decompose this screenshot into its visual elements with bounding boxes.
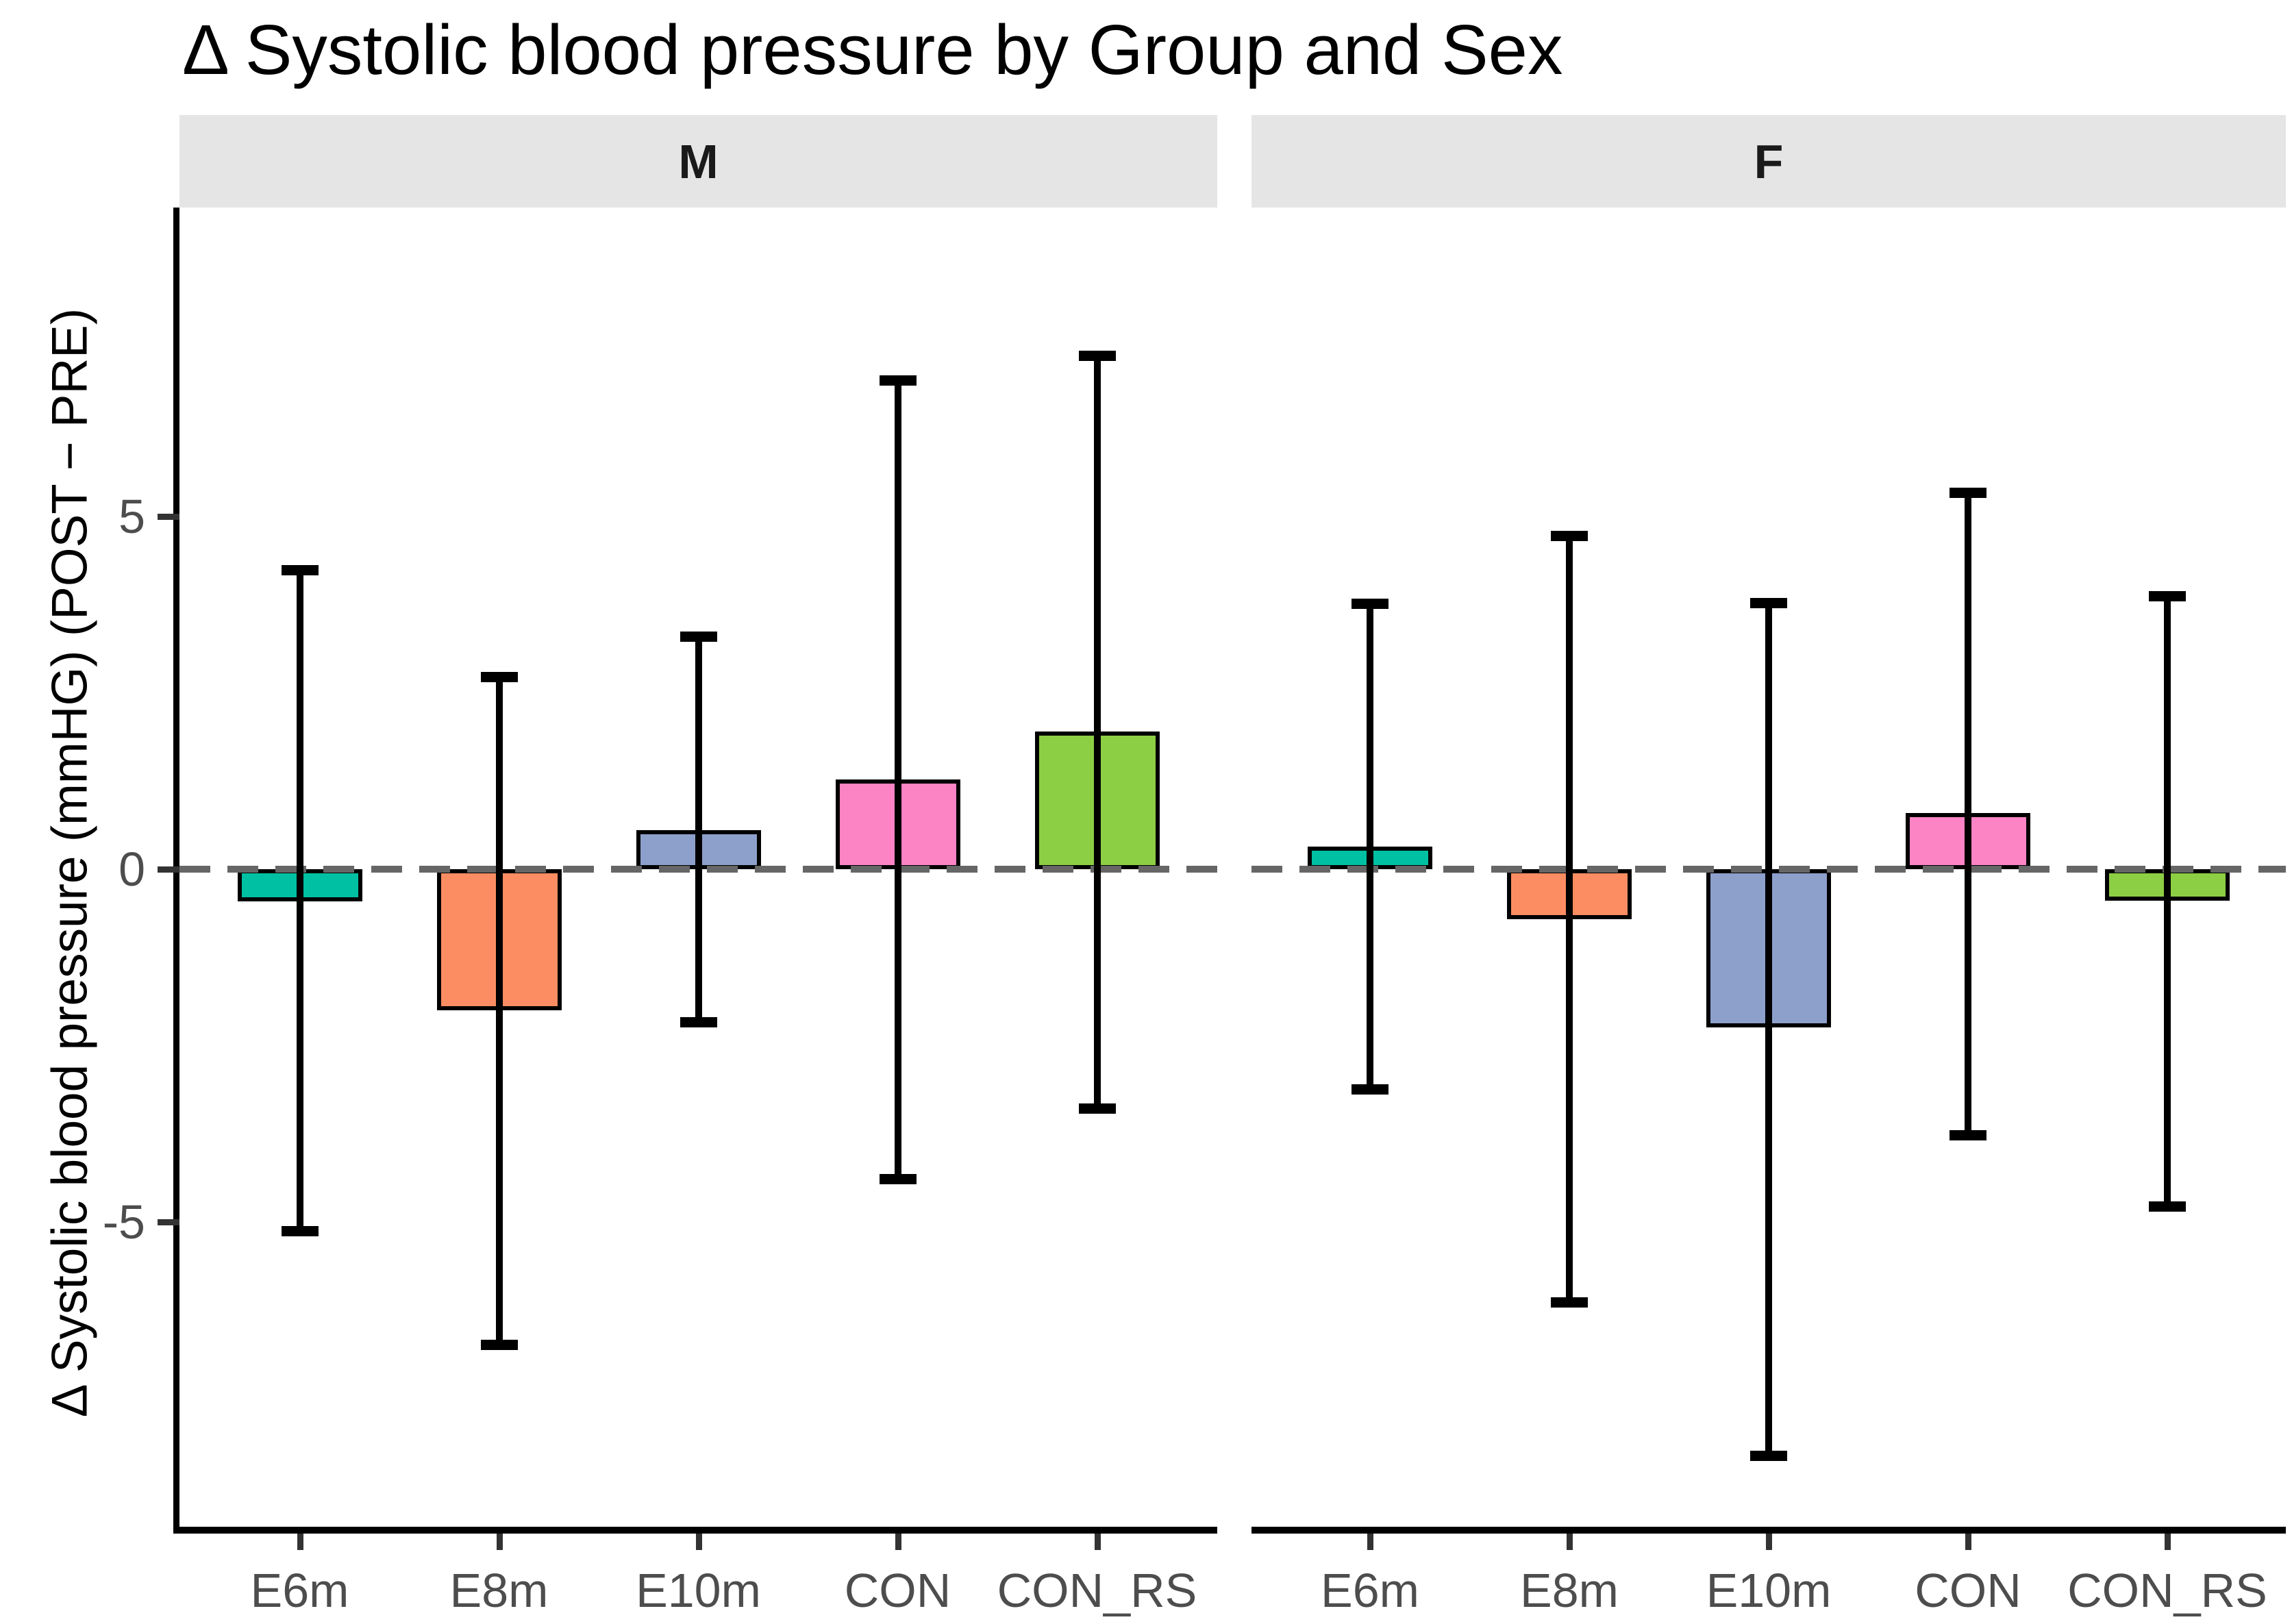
x-tick-mark <box>1367 1534 1373 1550</box>
error-bar-cap-upper-M-CON <box>879 375 917 386</box>
x-tick-label-M-E8m: E8m <box>449 1564 549 1617</box>
error-bar-cap-upper-F-E6m <box>1351 598 1388 609</box>
y-tick-mark <box>158 1219 179 1226</box>
chart-title: Δ Systolic blood pressure by Group and S… <box>182 10 1563 89</box>
error-bar-line-F-E8m <box>1566 532 1573 1306</box>
error-bar-cap-lower-F-E10m <box>1750 1451 1787 1462</box>
error-bar-cap-lower-F-E6m <box>1351 1084 1388 1095</box>
error-bar-cap-upper-M-E8m <box>480 671 518 682</box>
x-tick-label-F-E10m: E10m <box>1706 1564 1832 1617</box>
error-bar-line-M-CON_RS <box>1093 352 1101 1113</box>
error-bar-cap-lower-M-CON_RS <box>1078 1103 1116 1114</box>
x-tick-mark <box>1567 1534 1573 1550</box>
error-bar-cap-lower-M-E10m <box>680 1016 717 1027</box>
x-tick-label-M-CON_RS: CON_RS <box>997 1564 1197 1617</box>
error-bar-line-F-E10m <box>1765 599 1772 1460</box>
strip-label: F <box>1754 134 1784 188</box>
x-tick-mark <box>695 1534 702 1550</box>
x-tick-label-M-E10m: E10m <box>636 1564 761 1617</box>
panel-f <box>1251 208 2286 1527</box>
error-bar-cap-upper-M-E10m <box>680 632 717 642</box>
x-tick-label-F-E6m: E6m <box>1321 1564 1419 1617</box>
error-bar-line-M-E8m <box>495 673 503 1349</box>
x-tick-mark <box>1965 1534 1971 1550</box>
error-bar-line-M-CON <box>894 377 901 1184</box>
panel-m <box>179 208 1217 1527</box>
x-tick-mark <box>297 1534 303 1550</box>
facet-strip-f: F <box>1251 115 2286 208</box>
x-tick-label-F-CON: CON <box>1915 1564 2021 1617</box>
error-bar-line-F-CON <box>1965 488 1971 1139</box>
x-tick-mark <box>1094 1534 1101 1550</box>
x-axis-line <box>1251 1527 2286 1534</box>
y-tick-mark <box>158 866 179 873</box>
error-bar-cap-lower-F-E8m <box>1551 1297 1588 1308</box>
error-bar-cap-upper-F-CON_RS <box>2149 591 2186 602</box>
x-tick-label-F-CON_RS: CON_RS <box>2067 1564 2267 1617</box>
y-tick-label: 0 <box>119 842 145 897</box>
x-tick-label-F-E8m: E8m <box>1520 1564 1619 1617</box>
error-bar-cap-upper-M-E6m <box>281 565 319 576</box>
x-tick-mark <box>2165 1534 2171 1550</box>
error-bar-line-M-E6m <box>296 566 303 1235</box>
error-bar-cap-upper-F-E10m <box>1750 597 1787 608</box>
error-bar-line-F-CON_RS <box>2164 592 2171 1210</box>
error-bar-cap-lower-F-CON_RS <box>2149 1201 2186 1212</box>
facet-strip-m: M <box>179 115 1217 208</box>
error-bar-cap-lower-M-E8m <box>480 1340 518 1351</box>
error-bar-cap-lower-F-CON <box>1950 1129 1986 1140</box>
strip-label: M <box>678 134 719 188</box>
y-tick-mark <box>158 514 179 521</box>
error-bar-cap-lower-M-CON <box>879 1174 917 1185</box>
error-bar-cap-upper-F-CON <box>1950 487 1986 498</box>
x-tick-label-M-CON: CON <box>844 1564 951 1617</box>
error-bar-cap-upper-F-E8m <box>1551 530 1588 541</box>
x-tick-mark <box>895 1534 901 1550</box>
error-bar-line-M-E10m <box>695 633 702 1026</box>
y-tick-label: 5 <box>119 490 145 544</box>
error-bar-cap-lower-M-E6m <box>281 1225 319 1236</box>
x-tick-mark <box>496 1534 503 1550</box>
x-tick-label-M-E6m: E6m <box>250 1564 349 1617</box>
y-tick-label: -5 <box>102 1195 145 1249</box>
x-tick-mark <box>1766 1534 1772 1550</box>
x-axis-line <box>173 1527 1217 1534</box>
error-bar-cap-upper-M-CON_RS <box>1078 351 1116 362</box>
error-bar-line-F-E6m <box>1367 599 1373 1093</box>
